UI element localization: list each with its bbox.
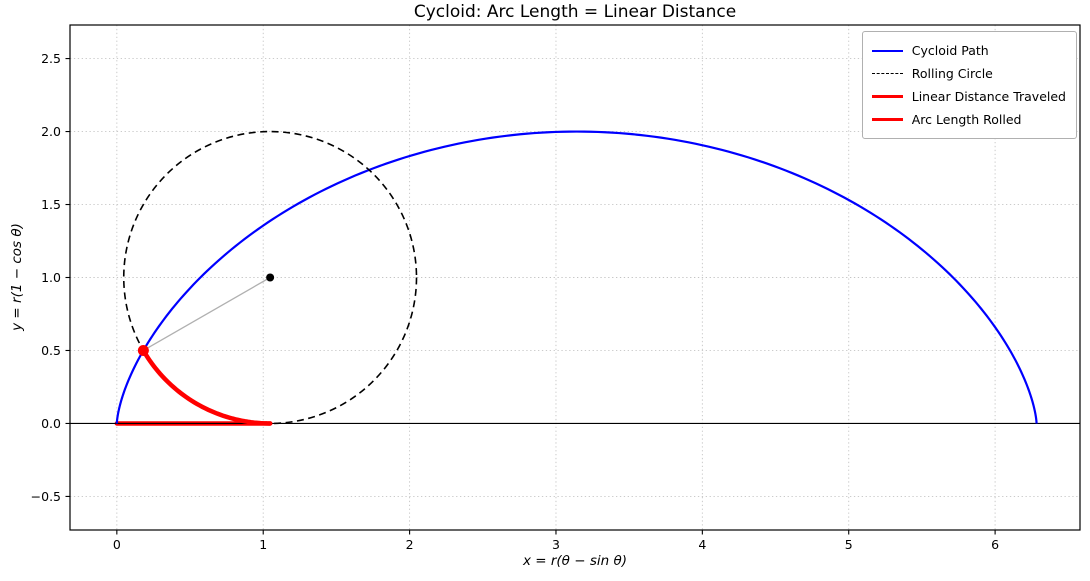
radius-spoke-line — [143, 276, 271, 352]
y-tick-label: 2.0 — [41, 124, 61, 139]
legend-item-cycloid-path: Cycloid Path — [871, 39, 1066, 62]
x-tick-label: 2 — [406, 537, 414, 552]
legend-item-arc-length: Arc Length Rolled — [871, 108, 1066, 131]
legend-label: Rolling Circle — [911, 66, 993, 81]
y-tick-label: 1.5 — [41, 197, 61, 212]
legend-swatch-rolling-circle-line-icon — [871, 73, 903, 74]
y-tick-label: −0.5 — [31, 489, 61, 504]
legend-item-linear-distance: Linear Distance Traveled — [871, 85, 1066, 108]
y-axis-label: y = r(1 − cos θ) — [9, 223, 25, 331]
x-tick-label: 3 — [552, 537, 560, 552]
rolling-circle — [122, 130, 418, 425]
legend-label: Linear Distance Traveled — [911, 89, 1066, 104]
chart-title: Cycloid: Arc Length = Linear Distance — [413, 2, 737, 22]
arc-length-path — [141, 348, 273, 426]
legend-swatch-linear-distance-line-icon — [871, 94, 903, 99]
y-tick-label: 0.5 — [41, 343, 61, 358]
circle-center-marker — [266, 273, 275, 282]
legend-swatch-arc-length-line-icon — [871, 117, 903, 122]
legend: Cycloid Path Rolling Circle Linear Dista… — [861, 31, 1077, 139]
y-tick-label: 0.0 — [41, 416, 61, 431]
x-tick-label: 5 — [845, 537, 853, 552]
legend-label: Cycloid Path — [911, 43, 989, 58]
y-tick-label: 2.5 — [41, 51, 61, 66]
cycloid-path — [115, 130, 1038, 424]
x-tick-label: 4 — [698, 537, 706, 552]
x-tick-label: 1 — [259, 537, 267, 552]
legend-item-rolling-circle: Rolling Circle — [871, 62, 1066, 85]
x-axis-label: x = r(θ − sin θ) — [522, 553, 627, 569]
tracing-point-marker — [137, 344, 149, 356]
legend-swatch-cycloid-path-line-icon — [871, 49, 903, 52]
x-tick-label: 6 — [991, 537, 999, 552]
x-tick-label: 0 — [113, 537, 121, 552]
legend-label: Arc Length Rolled — [911, 112, 1022, 127]
y-tick-label: 1.0 — [41, 270, 61, 285]
